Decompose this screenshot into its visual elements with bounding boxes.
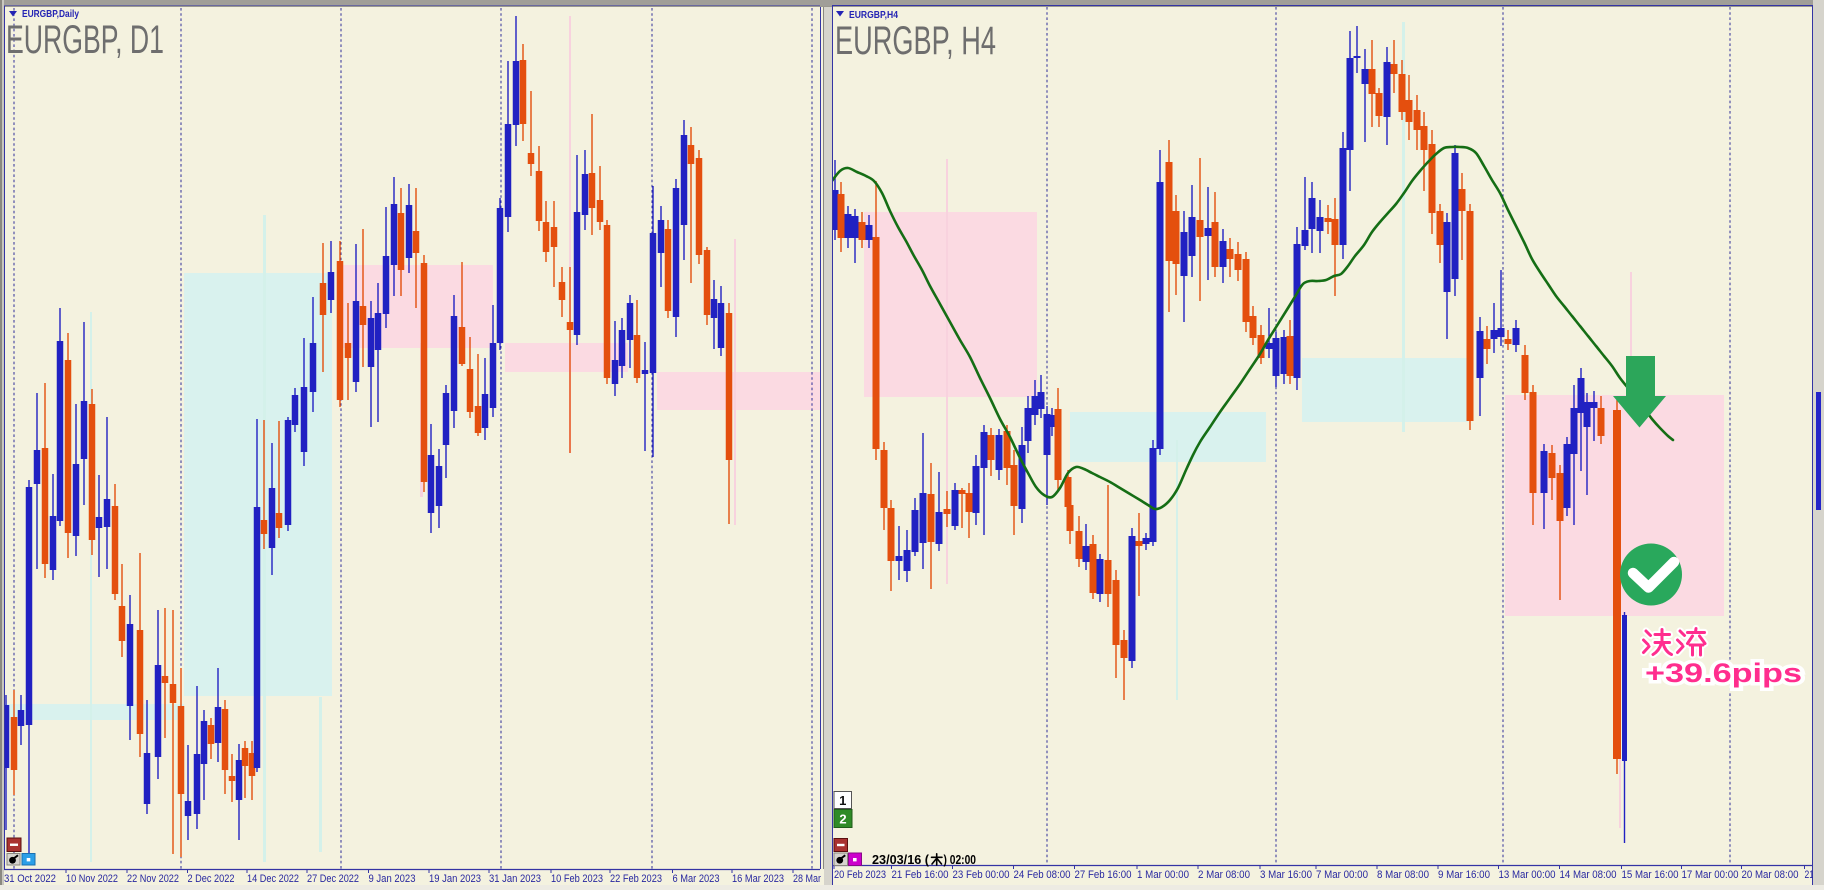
svg-text:10 Feb 2023: 10 Feb 2023 [551, 873, 603, 885]
svg-text:2: 2 [839, 812, 846, 827]
svg-text:22 Feb 2023: 22 Feb 2023 [610, 873, 662, 885]
svg-text:16 Mar 2023: 16 Mar 2023 [732, 873, 784, 885]
svg-text:9 Mar 16:00: 9 Mar 16:00 [1438, 869, 1490, 881]
svg-text:EURGBP, D1: EURGBP, D1 [6, 18, 164, 62]
svg-text:2 Mar 08:00: 2 Mar 08:00 [1198, 869, 1250, 881]
svg-text:+39.6pips: +39.6pips [1645, 658, 1802, 688]
svg-text:14 Mar 08:00: 14 Mar 08:00 [1560, 869, 1617, 881]
svg-text:19 Jan 2023: 19 Jan 2023 [429, 873, 481, 885]
svg-text:EURGBP, H4: EURGBP, H4 [835, 19, 996, 63]
svg-text:31 Oct 2022: 31 Oct 2022 [4, 873, 56, 885]
svg-text:) 02:00: ) 02:00 [944, 852, 977, 867]
svg-text:8 Mar 08:00: 8 Mar 08:00 [1377, 869, 1429, 881]
svg-text:23/03/16 (: 23/03/16 ( [872, 852, 930, 867]
svg-text:21 Feb 16:00: 21 Feb 16:00 [892, 869, 949, 881]
svg-text:15 Mar 16:00: 15 Mar 16:00 [1622, 869, 1679, 881]
svg-text:1: 1 [839, 793, 846, 808]
svg-text:EURGBP,H4: EURGBP,H4 [849, 10, 898, 21]
svg-text:7 Mar 00:00: 7 Mar 00:00 [1316, 869, 1368, 881]
svg-text:22 Nov 2022: 22 Nov 2022 [127, 873, 179, 885]
svg-text:3 Mar 16:00: 3 Mar 16:00 [1260, 869, 1312, 881]
svg-text:20 Mar 08:00: 20 Mar 08:00 [1742, 869, 1799, 881]
svg-text:27 Dec 2022: 27 Dec 2022 [307, 873, 359, 885]
svg-text:24 Feb 08:00: 24 Feb 08:00 [1014, 869, 1071, 881]
svg-text:27 Feb 16:00: 27 Feb 16:00 [1075, 869, 1132, 881]
svg-text:20 Feb 2023: 20 Feb 2023 [834, 869, 886, 881]
svg-text:6 Mar 2023: 6 Mar 2023 [673, 873, 720, 885]
svg-text:EURGBP,Daily: EURGBP,Daily [22, 9, 79, 20]
svg-text:17 Mar 00:00: 17 Mar 00:00 [1682, 869, 1739, 881]
svg-text:9 Jan 2023: 9 Jan 2023 [369, 873, 416, 885]
svg-text:23 Feb 00:00: 23 Feb 00:00 [953, 869, 1010, 881]
svg-text:1 Mar 00:00: 1 Mar 00:00 [1137, 869, 1189, 881]
svg-text:10 Nov 2022: 10 Nov 2022 [66, 873, 118, 885]
svg-text:31 Jan 2023: 31 Jan 2023 [489, 873, 541, 885]
svg-text:28 Mar: 28 Mar [793, 873, 821, 885]
svg-text:14 Dec 2022: 14 Dec 2022 [247, 873, 299, 885]
svg-text:13 Mar 00:00: 13 Mar 00:00 [1499, 869, 1556, 881]
svg-text:2 Dec 2022: 2 Dec 2022 [188, 873, 235, 885]
